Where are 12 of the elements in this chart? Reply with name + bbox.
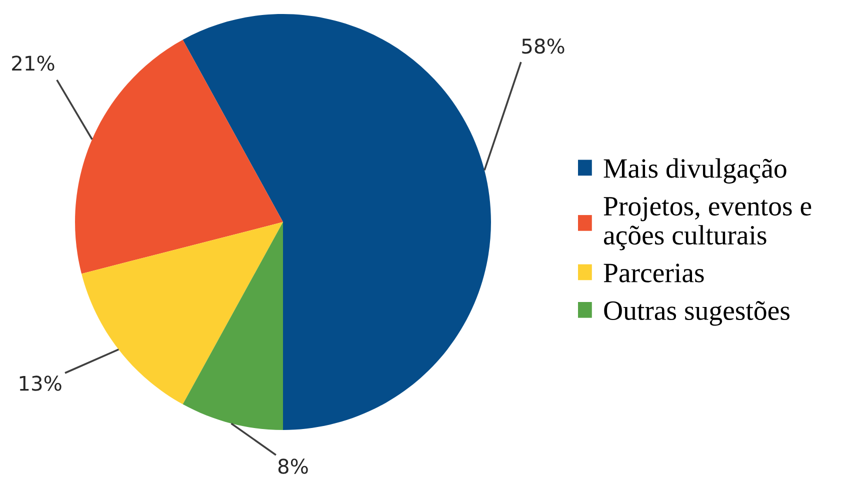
data-label: 8% [278, 458, 308, 474]
legend-label: Outras sugestões [604, 301, 790, 326]
pie-slice [182, 14, 491, 430]
legend-label: Mais divulgação [604, 158, 786, 184]
legend-label: Projetos, eventos e ações culturais [604, 196, 812, 250]
data-label: 13% [20, 376, 62, 391]
data-label: 58% [522, 38, 564, 54]
legend-label: Parcerias [604, 264, 704, 282]
pie-slice [182, 222, 283, 430]
pie-slice [75, 40, 283, 274]
data-label: 21% [12, 56, 54, 71]
pie-slice [82, 222, 283, 404]
